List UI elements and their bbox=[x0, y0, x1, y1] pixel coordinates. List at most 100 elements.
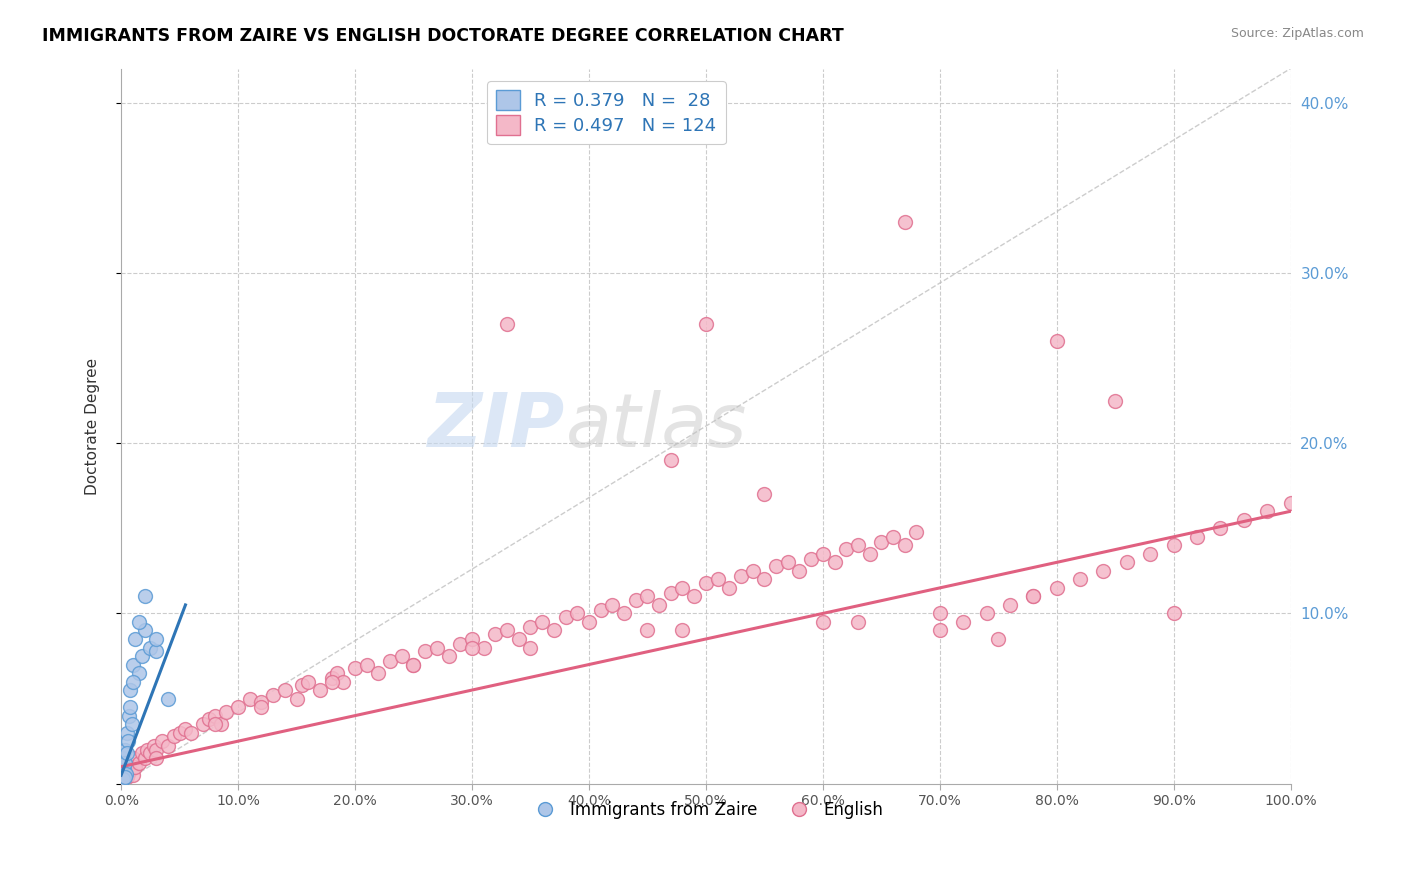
Point bbox=[142, 739, 165, 754]
Point bbox=[776, 555, 799, 569]
Point bbox=[531, 615, 554, 629]
Point bbox=[811, 547, 834, 561]
Point bbox=[824, 555, 846, 569]
Point bbox=[472, 640, 495, 655]
Legend: Immigrants from Zaire, English: Immigrants from Zaire, English bbox=[522, 794, 890, 825]
Point bbox=[835, 541, 858, 556]
Point bbox=[1104, 393, 1126, 408]
Point bbox=[150, 734, 173, 748]
Point bbox=[765, 558, 787, 573]
Point bbox=[870, 535, 893, 549]
Point bbox=[114, 756, 136, 771]
Point bbox=[1256, 504, 1278, 518]
Point bbox=[135, 742, 157, 756]
Point bbox=[332, 674, 354, 689]
Point bbox=[1139, 547, 1161, 561]
Point bbox=[134, 624, 156, 638]
Point bbox=[846, 538, 869, 552]
Point bbox=[128, 666, 150, 681]
Point bbox=[139, 746, 162, 760]
Point bbox=[120, 700, 142, 714]
Point bbox=[613, 607, 636, 621]
Point bbox=[114, 766, 136, 780]
Point bbox=[695, 317, 717, 331]
Point bbox=[893, 215, 915, 229]
Point bbox=[145, 632, 167, 646]
Point bbox=[134, 590, 156, 604]
Point bbox=[1092, 564, 1115, 578]
Point bbox=[111, 760, 134, 774]
Point bbox=[356, 657, 378, 672]
Point bbox=[754, 573, 776, 587]
Y-axis label: Doctorate Degree: Doctorate Degree bbox=[86, 358, 100, 495]
Point bbox=[659, 453, 682, 467]
Point bbox=[112, 763, 135, 777]
Point bbox=[391, 648, 413, 663]
Point bbox=[114, 742, 136, 756]
Point bbox=[118, 708, 141, 723]
Point bbox=[671, 581, 693, 595]
Point bbox=[156, 691, 179, 706]
Point bbox=[893, 538, 915, 552]
Point bbox=[112, 772, 135, 786]
Point bbox=[250, 700, 273, 714]
Point bbox=[706, 573, 728, 587]
Point bbox=[1163, 607, 1185, 621]
Point bbox=[131, 746, 153, 760]
Point bbox=[905, 524, 928, 539]
Point bbox=[114, 770, 136, 784]
Point bbox=[952, 615, 974, 629]
Text: atlas: atlas bbox=[565, 390, 747, 462]
Point bbox=[124, 632, 146, 646]
Point bbox=[402, 657, 425, 672]
Point bbox=[115, 770, 138, 784]
Point bbox=[145, 644, 167, 658]
Point bbox=[378, 654, 401, 668]
Point bbox=[321, 674, 343, 689]
Point bbox=[426, 640, 449, 655]
Point bbox=[1046, 581, 1069, 595]
Point bbox=[695, 575, 717, 590]
Point bbox=[120, 683, 142, 698]
Point bbox=[128, 756, 150, 771]
Point bbox=[139, 640, 162, 655]
Point bbox=[1022, 590, 1045, 604]
Point bbox=[567, 607, 589, 621]
Text: Source: ZipAtlas.com: Source: ZipAtlas.com bbox=[1230, 27, 1364, 40]
Point bbox=[121, 657, 143, 672]
Point bbox=[413, 644, 436, 658]
Point bbox=[928, 624, 950, 638]
Point bbox=[285, 691, 308, 706]
Point bbox=[519, 620, 541, 634]
Point bbox=[496, 624, 519, 638]
Point bbox=[112, 751, 135, 765]
Point bbox=[1022, 590, 1045, 604]
Point bbox=[554, 610, 576, 624]
Point bbox=[508, 632, 530, 646]
Point bbox=[1069, 573, 1091, 587]
Point bbox=[683, 590, 706, 604]
Point bbox=[367, 666, 389, 681]
Point bbox=[754, 487, 776, 501]
Point bbox=[589, 603, 612, 617]
Point bbox=[1279, 496, 1302, 510]
Point bbox=[121, 751, 143, 765]
Point bbox=[112, 772, 135, 786]
Point bbox=[519, 640, 541, 655]
Point bbox=[789, 564, 811, 578]
Point bbox=[1163, 538, 1185, 552]
Point bbox=[309, 683, 332, 698]
Point bbox=[449, 637, 471, 651]
Point bbox=[180, 725, 202, 739]
Point bbox=[543, 624, 565, 638]
Point bbox=[209, 717, 232, 731]
Point bbox=[191, 717, 214, 731]
Point bbox=[198, 712, 221, 726]
Point bbox=[262, 688, 284, 702]
Point bbox=[437, 648, 460, 663]
Text: ZIP: ZIP bbox=[429, 390, 565, 463]
Point bbox=[671, 624, 693, 638]
Point bbox=[800, 552, 823, 566]
Point bbox=[117, 766, 139, 780]
Point bbox=[998, 598, 1021, 612]
